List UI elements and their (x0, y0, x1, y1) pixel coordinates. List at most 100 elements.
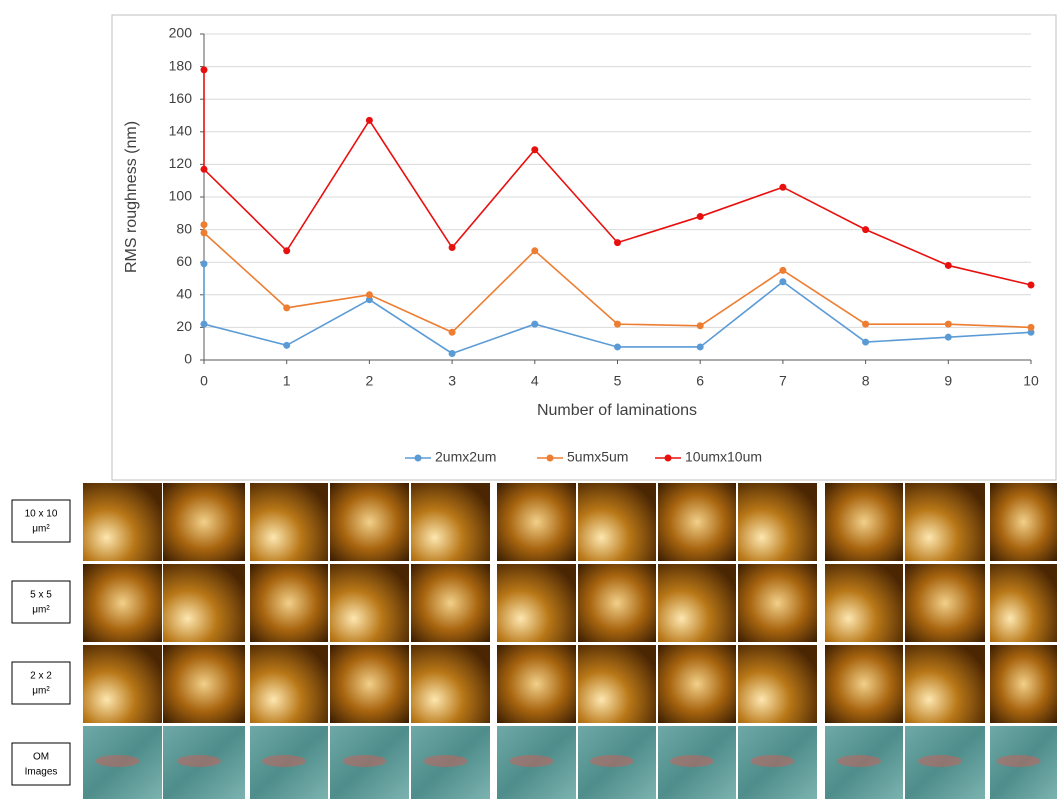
image-tile (658, 564, 736, 642)
image-tile (578, 645, 656, 723)
row-label: 2 x 2 (30, 671, 52, 682)
image-tile (163, 483, 245, 561)
image-tile (990, 564, 1057, 642)
image-tile (163, 564, 245, 642)
y-tick-label: 20 (176, 318, 192, 334)
data-point (201, 260, 208, 267)
legend-label: 5umx5um (567, 449, 628, 465)
x-tick-label: 9 (944, 373, 952, 389)
legend-label: 2umx2um (435, 449, 496, 465)
data-point (531, 146, 538, 153)
image-tile (250, 483, 328, 561)
data-point (779, 278, 786, 285)
image-tile (497, 645, 576, 723)
data-point (283, 342, 290, 349)
data-point (697, 213, 704, 220)
y-tick-label: 120 (169, 155, 193, 171)
data-point (531, 321, 538, 328)
data-point (201, 321, 208, 328)
data-point (862, 226, 869, 233)
image-tile (411, 483, 490, 561)
data-point (614, 321, 621, 328)
image-tile (330, 483, 409, 561)
row-label: 10 x 10 (25, 509, 58, 520)
image-tile (250, 564, 328, 642)
data-point (1028, 324, 1035, 331)
data-point (945, 334, 952, 341)
data-point (366, 291, 373, 298)
y-tick-label: 160 (169, 90, 193, 106)
x-tick-label: 7 (779, 373, 787, 389)
om-mark (751, 755, 795, 767)
data-point (1028, 282, 1035, 289)
image-tile (330, 645, 409, 723)
data-point (779, 184, 786, 191)
image-tile (250, 645, 328, 723)
data-point (779, 267, 786, 274)
legend-marker (665, 455, 672, 462)
om-mark (177, 755, 221, 767)
om-mark (590, 755, 634, 767)
om-mark (343, 755, 387, 767)
data-point (201, 221, 208, 228)
y-tick-label: 0 (184, 351, 192, 367)
legend-label: 10umx10um (685, 449, 762, 465)
y-tick-label: 80 (176, 220, 192, 236)
y-tick-label: 100 (169, 188, 193, 204)
data-point (862, 339, 869, 346)
image-tile (163, 645, 245, 723)
row-label-box (12, 581, 70, 623)
om-mark (424, 755, 468, 767)
data-point (283, 304, 290, 311)
x-tick-label: 10 (1023, 373, 1039, 389)
image-tile (990, 645, 1057, 723)
data-point (449, 350, 456, 357)
data-point (449, 329, 456, 336)
om-mark (670, 755, 714, 767)
legend-marker (547, 455, 554, 462)
y-axis-label: RMS roughness (nm) (123, 121, 140, 273)
legend-marker (415, 455, 422, 462)
image-tile (411, 564, 490, 642)
x-tick-label: 4 (531, 373, 539, 389)
data-point (531, 247, 538, 254)
image-tile (658, 483, 736, 561)
y-tick-label: 60 (176, 253, 192, 269)
image-tile (497, 564, 576, 642)
x-tick-label: 6 (696, 373, 704, 389)
row-label-box (12, 662, 70, 704)
row-label: 5 x 5 (30, 590, 52, 601)
x-tick-label: 3 (448, 373, 456, 389)
image-tile (83, 483, 162, 561)
om-mark (997, 755, 1041, 767)
data-point (614, 239, 621, 246)
image-tile (658, 645, 736, 723)
image-tile (330, 564, 409, 642)
y-tick-label: 40 (176, 286, 192, 302)
page: Number of laminations RMS roughness (nm)… (0, 0, 1057, 799)
image-tile (578, 564, 656, 642)
data-point (283, 247, 290, 254)
om-mark (918, 755, 962, 767)
x-tick-label: 2 (366, 373, 374, 389)
data-point (862, 321, 869, 328)
y-tick-label: 140 (169, 123, 193, 139)
image-tile (990, 483, 1057, 561)
image-tile (738, 483, 817, 561)
row-label: μm² (32, 524, 50, 535)
data-point (697, 343, 704, 350)
x-tick-label: 1 (283, 373, 291, 389)
image-tile (905, 645, 985, 723)
image-tile (905, 483, 985, 561)
om-mark (262, 755, 306, 767)
x-tick-label: 8 (862, 373, 870, 389)
x-axis-label: Number of laminations (537, 402, 697, 419)
data-point (945, 262, 952, 269)
data-point (697, 322, 704, 329)
row-label: OM (33, 752, 49, 763)
image-tile (83, 645, 162, 723)
data-point (449, 244, 456, 251)
row-label: μm² (32, 686, 50, 697)
image-tile (497, 483, 576, 561)
x-tick-label: 0 (200, 373, 208, 389)
